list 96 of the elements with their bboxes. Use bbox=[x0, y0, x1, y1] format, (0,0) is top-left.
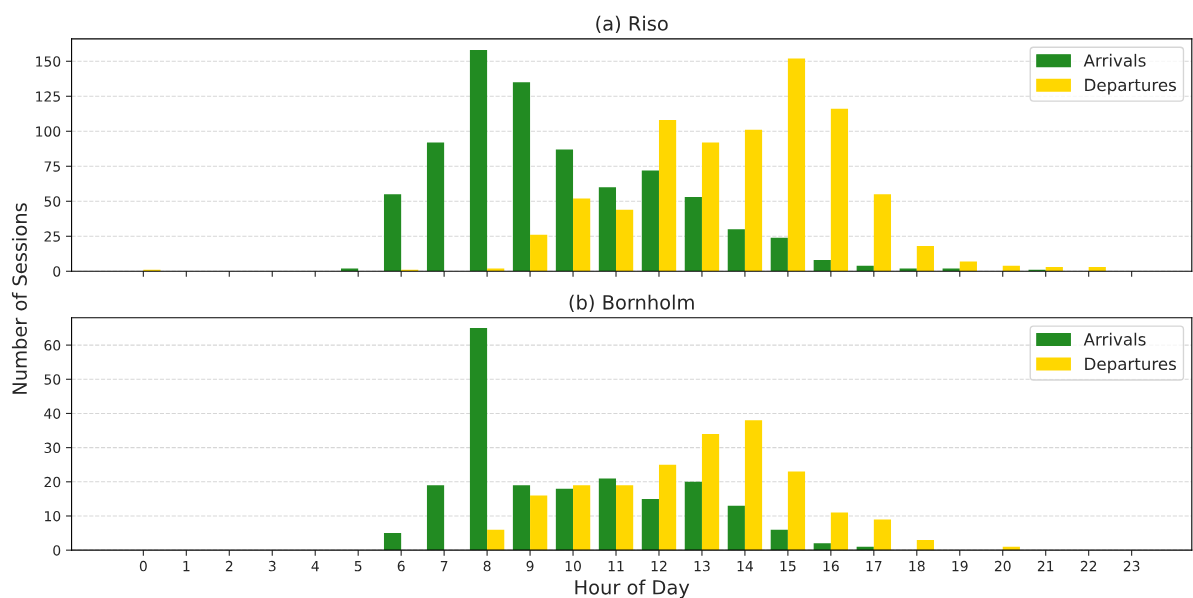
x-tick-label: 2 bbox=[225, 560, 233, 572]
y-tick-label: 100 bbox=[36, 126, 61, 137]
bar bbox=[598, 187, 617, 272]
x-tick-label: 6 bbox=[397, 560, 405, 572]
y-tick-label: 25 bbox=[44, 231, 60, 242]
legend-label: Departures bbox=[1085, 357, 1176, 374]
y-tick-label: 0 bbox=[53, 266, 61, 277]
x-tick-label: 16 bbox=[823, 560, 839, 572]
x-tick-label: 4 bbox=[311, 561, 319, 572]
bar bbox=[341, 268, 359, 272]
bar bbox=[530, 495, 548, 551]
legend-label: Departures bbox=[1085, 78, 1176, 95]
bar bbox=[469, 328, 488, 551]
y-tick-label: 75 bbox=[44, 161, 60, 172]
x-tick-label: 20 bbox=[994, 560, 1011, 572]
bar bbox=[770, 237, 788, 272]
bar bbox=[555, 149, 574, 272]
bar bbox=[616, 485, 634, 551]
bar bbox=[830, 512, 849, 551]
chart-title: (b) Bornholm bbox=[569, 294, 694, 312]
y-tick-label: 150 bbox=[36, 56, 61, 67]
x-tick-label: 13 bbox=[694, 560, 710, 572]
y-tick-label: 20 bbox=[44, 476, 61, 488]
bar bbox=[426, 142, 445, 272]
bar bbox=[487, 529, 505, 551]
bar bbox=[916, 246, 934, 272]
y-tick-label: 50 bbox=[44, 196, 61, 207]
x-tick-label: 17 bbox=[866, 561, 882, 572]
bar bbox=[959, 261, 977, 272]
x-tick-label: 8 bbox=[483, 560, 491, 572]
bar bbox=[426, 485, 445, 551]
bar bbox=[899, 268, 917, 272]
x-tick-label: 18 bbox=[909, 560, 925, 572]
bar bbox=[873, 194, 892, 272]
x-tick-label: 11 bbox=[608, 561, 624, 572]
bar bbox=[658, 120, 677, 272]
x-tick-label: 21 bbox=[1037, 560, 1054, 572]
x-tick-label: 7 bbox=[440, 561, 448, 572]
bar bbox=[641, 170, 659, 272]
bar bbox=[641, 498, 659, 551]
bar bbox=[744, 420, 763, 551]
bar bbox=[813, 543, 831, 551]
bar bbox=[787, 58, 806, 272]
x-tick-label: 12 bbox=[651, 560, 667, 572]
x-tick-label: 19 bbox=[952, 560, 968, 572]
bar bbox=[813, 260, 831, 272]
x-tick-label: 0 bbox=[139, 560, 147, 572]
y-axis-title: Number of Sessions bbox=[11, 203, 27, 394]
bar bbox=[1045, 267, 1063, 272]
x-tick-label: 14 bbox=[737, 561, 753, 572]
bar bbox=[512, 82, 531, 272]
bar bbox=[684, 481, 702, 551]
bar bbox=[1088, 267, 1106, 272]
bar bbox=[573, 485, 591, 551]
bar bbox=[701, 433, 720, 551]
y-tick-label: 10 bbox=[45, 510, 61, 522]
bar bbox=[487, 268, 505, 272]
x-tick-label: 22 bbox=[1080, 560, 1097, 572]
bar bbox=[598, 478, 617, 551]
bar bbox=[727, 505, 745, 551]
y-tick-label: 50 bbox=[44, 374, 61, 385]
bar bbox=[616, 209, 634, 272]
bar bbox=[830, 108, 849, 272]
x-tick-label: 23 bbox=[1123, 560, 1140, 572]
bar bbox=[530, 234, 548, 272]
bar bbox=[727, 229, 745, 272]
y-tick-label: 125 bbox=[36, 91, 60, 102]
bar bbox=[658, 464, 677, 551]
legend-label: Arrivals bbox=[1083, 332, 1146, 346]
bar bbox=[770, 529, 788, 551]
y-tick-label: 0 bbox=[53, 545, 61, 556]
bar bbox=[512, 485, 531, 551]
bar bbox=[916, 539, 934, 551]
y-tick-label: 40 bbox=[44, 408, 61, 419]
x-tick-label: 15 bbox=[780, 561, 796, 572]
x-tick-label: 3 bbox=[268, 560, 276, 572]
bar bbox=[383, 194, 402, 272]
x-axis-title: Hour of Day bbox=[575, 579, 690, 598]
y-tick-label: 60 bbox=[44, 340, 61, 351]
bar bbox=[573, 198, 591, 272]
bar bbox=[383, 533, 402, 551]
bar bbox=[942, 268, 960, 272]
x-tick-label: 9 bbox=[526, 560, 534, 572]
x-tick-label: 1 bbox=[183, 561, 190, 572]
bar bbox=[469, 50, 488, 272]
legend-label: Arrivals bbox=[1083, 53, 1146, 67]
bar bbox=[684, 197, 702, 272]
x-tick-label: 10 bbox=[565, 560, 581, 572]
bar bbox=[555, 488, 574, 551]
x-tick-label: 5 bbox=[354, 561, 362, 572]
chart-title: (a) Riso bbox=[596, 15, 668, 34]
bar bbox=[787, 471, 806, 551]
y-tick-label: 30 bbox=[44, 442, 61, 454]
bar bbox=[701, 142, 720, 272]
bar bbox=[873, 519, 892, 551]
bar bbox=[744, 129, 763, 272]
